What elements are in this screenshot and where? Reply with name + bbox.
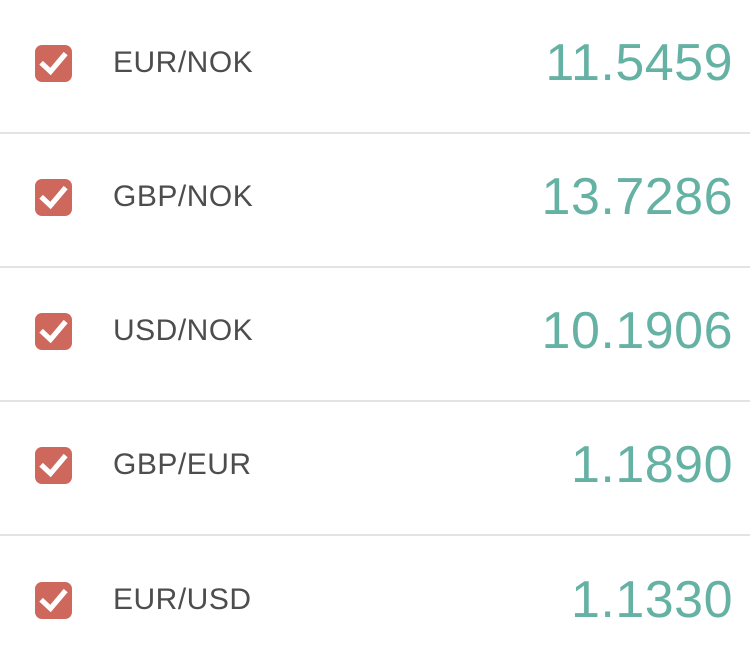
check-icon [39,51,68,75]
rate-value: 11.5459 [545,34,733,92]
currency-row[interactable]: USD/NOK 10.1906 [0,268,750,402]
currency-row[interactable]: EUR/NOK 11.5459 [0,0,750,134]
checkbox-checked[interactable] [35,44,72,82]
pair-label: EUR/NOK [113,46,254,79]
currency-row[interactable]: GBP/EUR 1.1890 [0,402,750,536]
pair-label: GBP/NOK [113,180,254,213]
check-icon [39,453,68,477]
checkbox-checked[interactable] [35,312,72,350]
currency-row[interactable]: GBP/NOK 13.7286 [0,134,750,268]
check-icon [39,185,68,209]
currency-row[interactable]: EUR/USD 1.1330 [0,536,750,670]
checkbox-checked[interactable] [35,581,72,619]
checkbox-checked[interactable] [35,446,72,484]
rate-value: 1.1890 [570,436,733,494]
rate-value: 13.7286 [541,168,733,226]
pair-label: GBP/EUR [113,448,252,481]
checkbox-checked[interactable] [35,178,72,216]
rate-value: 1.1330 [570,571,733,629]
check-icon [39,588,68,612]
pair-label: EUR/USD [113,583,252,616]
check-icon [39,319,68,343]
rate-value: 10.1906 [541,302,733,360]
pair-label: USD/NOK [113,314,254,347]
